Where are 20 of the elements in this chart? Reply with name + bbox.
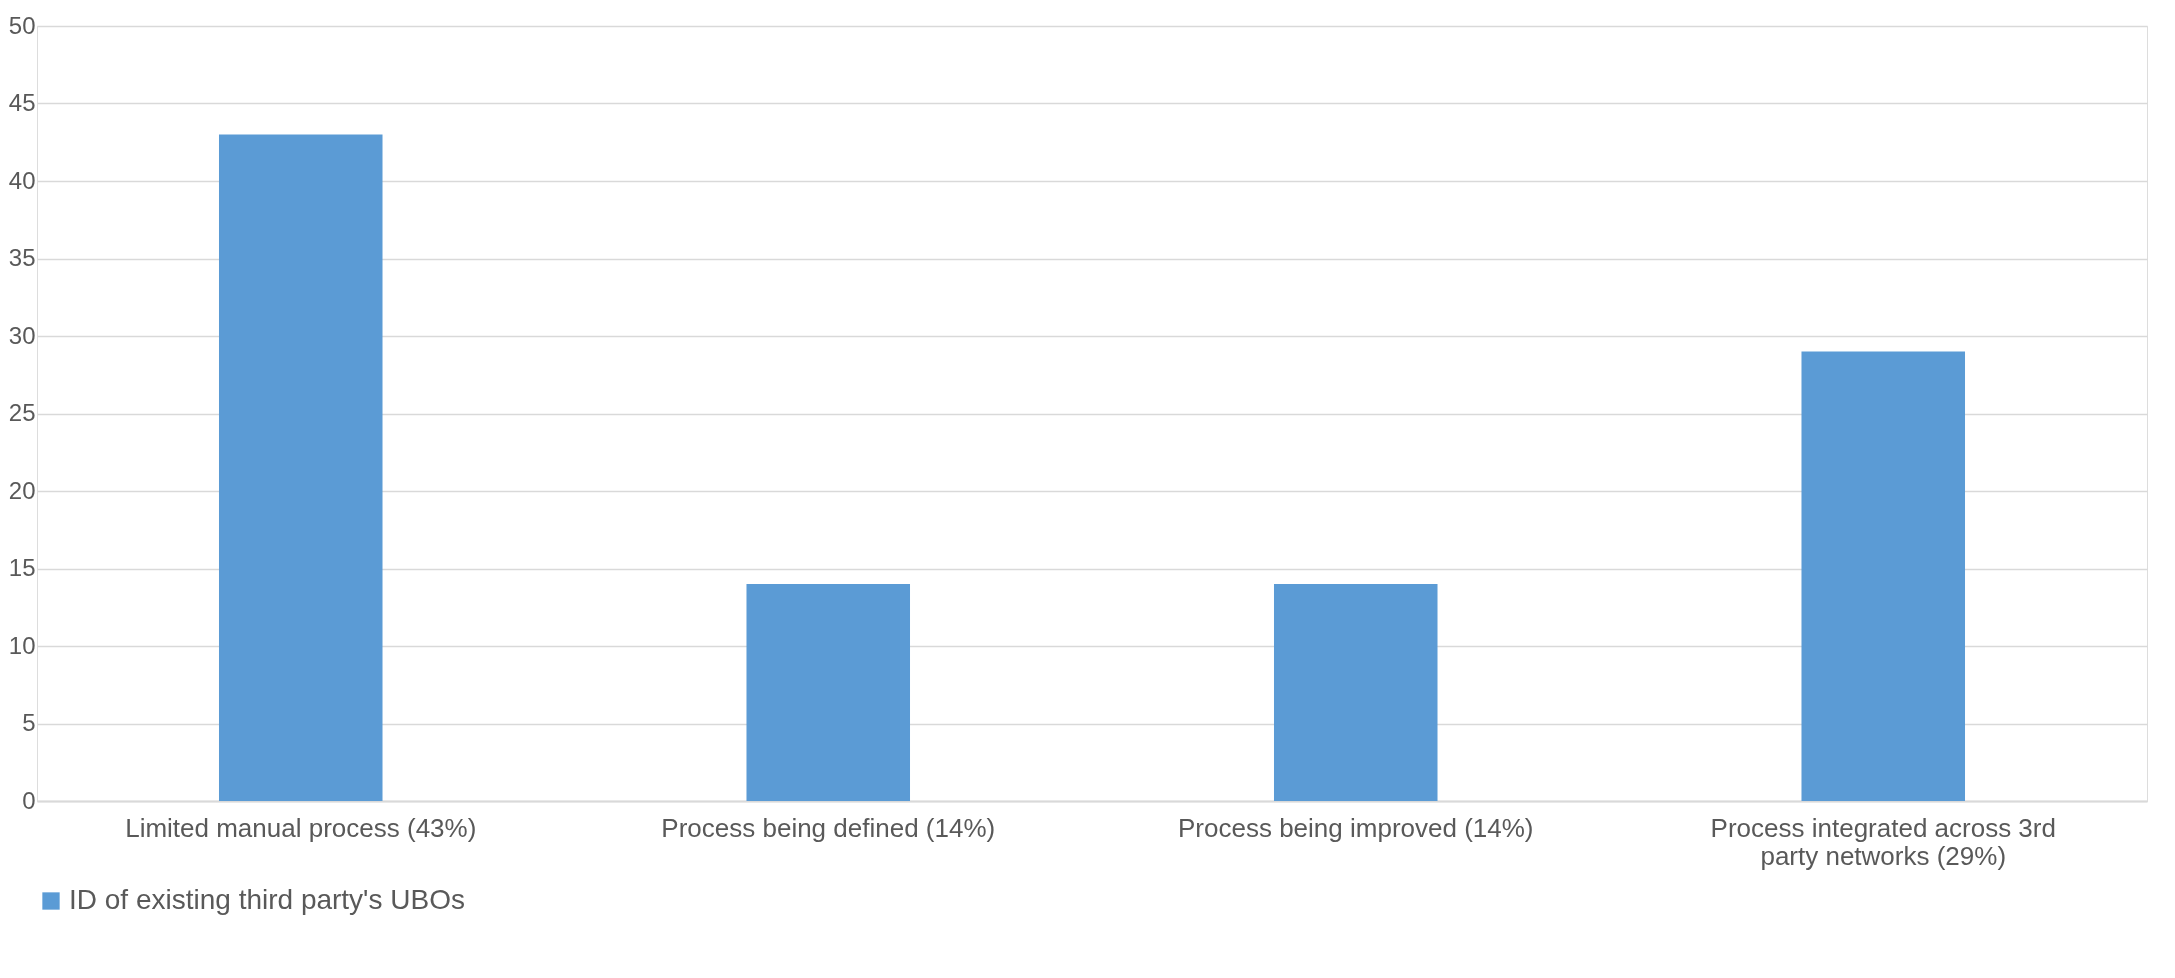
y-tick-label: 45 xyxy=(8,89,36,116)
y-tick-label: 20 xyxy=(8,476,36,504)
bar xyxy=(218,134,383,801)
y-tick-label: 50 xyxy=(8,11,36,39)
y-tick-label: 5 xyxy=(22,709,36,736)
x-tick-label: Process integrated across 3rd party networks (29%) xyxy=(1710,812,2056,871)
x-tick-label: Limited manual process (43%) xyxy=(125,812,477,843)
y-tick-label: 10 xyxy=(8,631,36,659)
y-tick-label: 15 xyxy=(8,554,36,581)
y-tick-label: 0 xyxy=(22,786,36,814)
bar xyxy=(1273,584,1438,801)
x-tick-label: Process being improved (14%) xyxy=(1178,812,1534,843)
x-tick-label: Process being defined (14%) xyxy=(661,812,996,843)
y-tick-label: 25 xyxy=(8,399,36,426)
y-tick-label: 30 xyxy=(8,321,36,349)
bar xyxy=(746,584,911,801)
y-tick-label: 35 xyxy=(8,244,36,271)
legend-label: ID of existing third party's UBOs xyxy=(69,884,465,915)
bar xyxy=(1801,351,1966,801)
y-tick-label: 40 xyxy=(8,166,36,194)
